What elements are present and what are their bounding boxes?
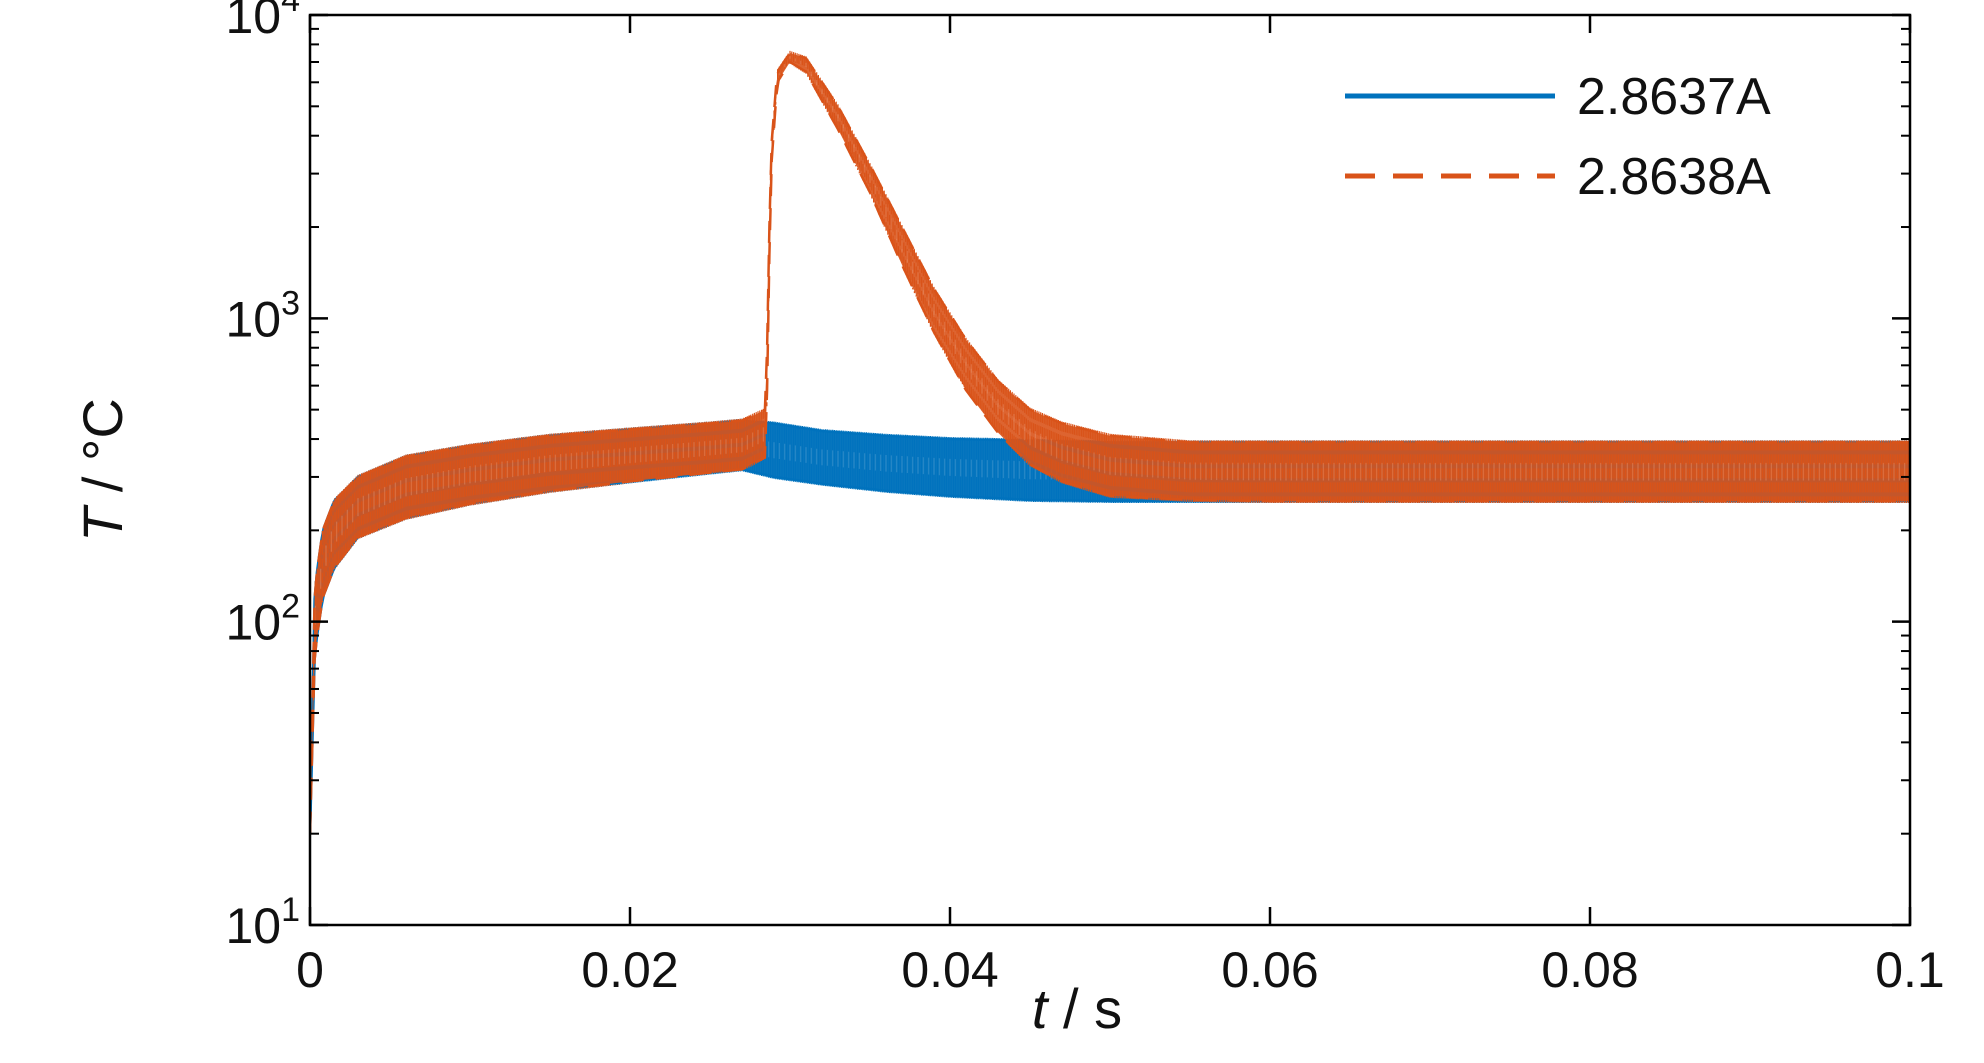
legend-entry-2: 2.8638A — [1345, 148, 1771, 206]
y-tick-base: 10 — [225, 595, 281, 651]
legend-label-1: 2.8637A — [1577, 68, 1771, 126]
series-2-oscillation — [310, 50, 1910, 836]
legend-entry-1: 2.8637A — [1345, 68, 1771, 126]
y-tick-exponent: 3 — [281, 284, 300, 322]
y-tick-label: 101 — [225, 891, 300, 954]
y-axis-unit: / °C — [71, 398, 134, 508]
y-tick-exponent: 4 — [281, 0, 300, 19]
x-tick-label: 0 — [296, 942, 324, 998]
svg-text:T / °C: T / °C — [71, 398, 134, 542]
x-axis-var: t — [1032, 977, 1050, 1040]
y-tick-exponent: 1 — [281, 891, 300, 929]
x-tick-label: 0.1 — [1875, 942, 1945, 998]
y-tick-label: 102 — [225, 588, 300, 651]
y-tick-base: 10 — [225, 898, 281, 954]
series-2-lower-edge — [310, 60, 1910, 834]
series-2-dashed — [310, 50, 1910, 836]
plot-area — [308, 13, 1912, 927]
x-tick-label: 0.08 — [1541, 942, 1638, 998]
y-axis-var: T — [71, 504, 134, 542]
plot-frame — [308, 13, 1912, 927]
y-tick-label: 103 — [225, 284, 300, 347]
series-2-upper-edge — [310, 51, 1910, 834]
y-tick-base: 10 — [225, 0, 281, 44]
y-tick-base: 10 — [225, 291, 281, 347]
legend: 2.8637A 2.8638A — [1345, 68, 1771, 206]
legend-label-2: 2.8638A — [1577, 148, 1771, 206]
x-tick-label: 0.06 — [1221, 942, 1318, 998]
x-tick-label: 0.02 — [581, 942, 678, 998]
svg-text:t / s: t / s — [1032, 977, 1122, 1040]
x-tick-label: 0.04 — [901, 942, 998, 998]
x-axis-unit: / s — [1047, 977, 1122, 1040]
x-axis-title: t / s — [1032, 977, 1122, 1040]
y-axis-title: T / °C — [71, 398, 134, 542]
y-tick-exponent: 2 — [281, 588, 300, 626]
series-2-texture — [314, 56, 1910, 625]
y-tick-label: 104 — [225, 0, 300, 44]
series-1-lower-edge — [310, 468, 1910, 834]
